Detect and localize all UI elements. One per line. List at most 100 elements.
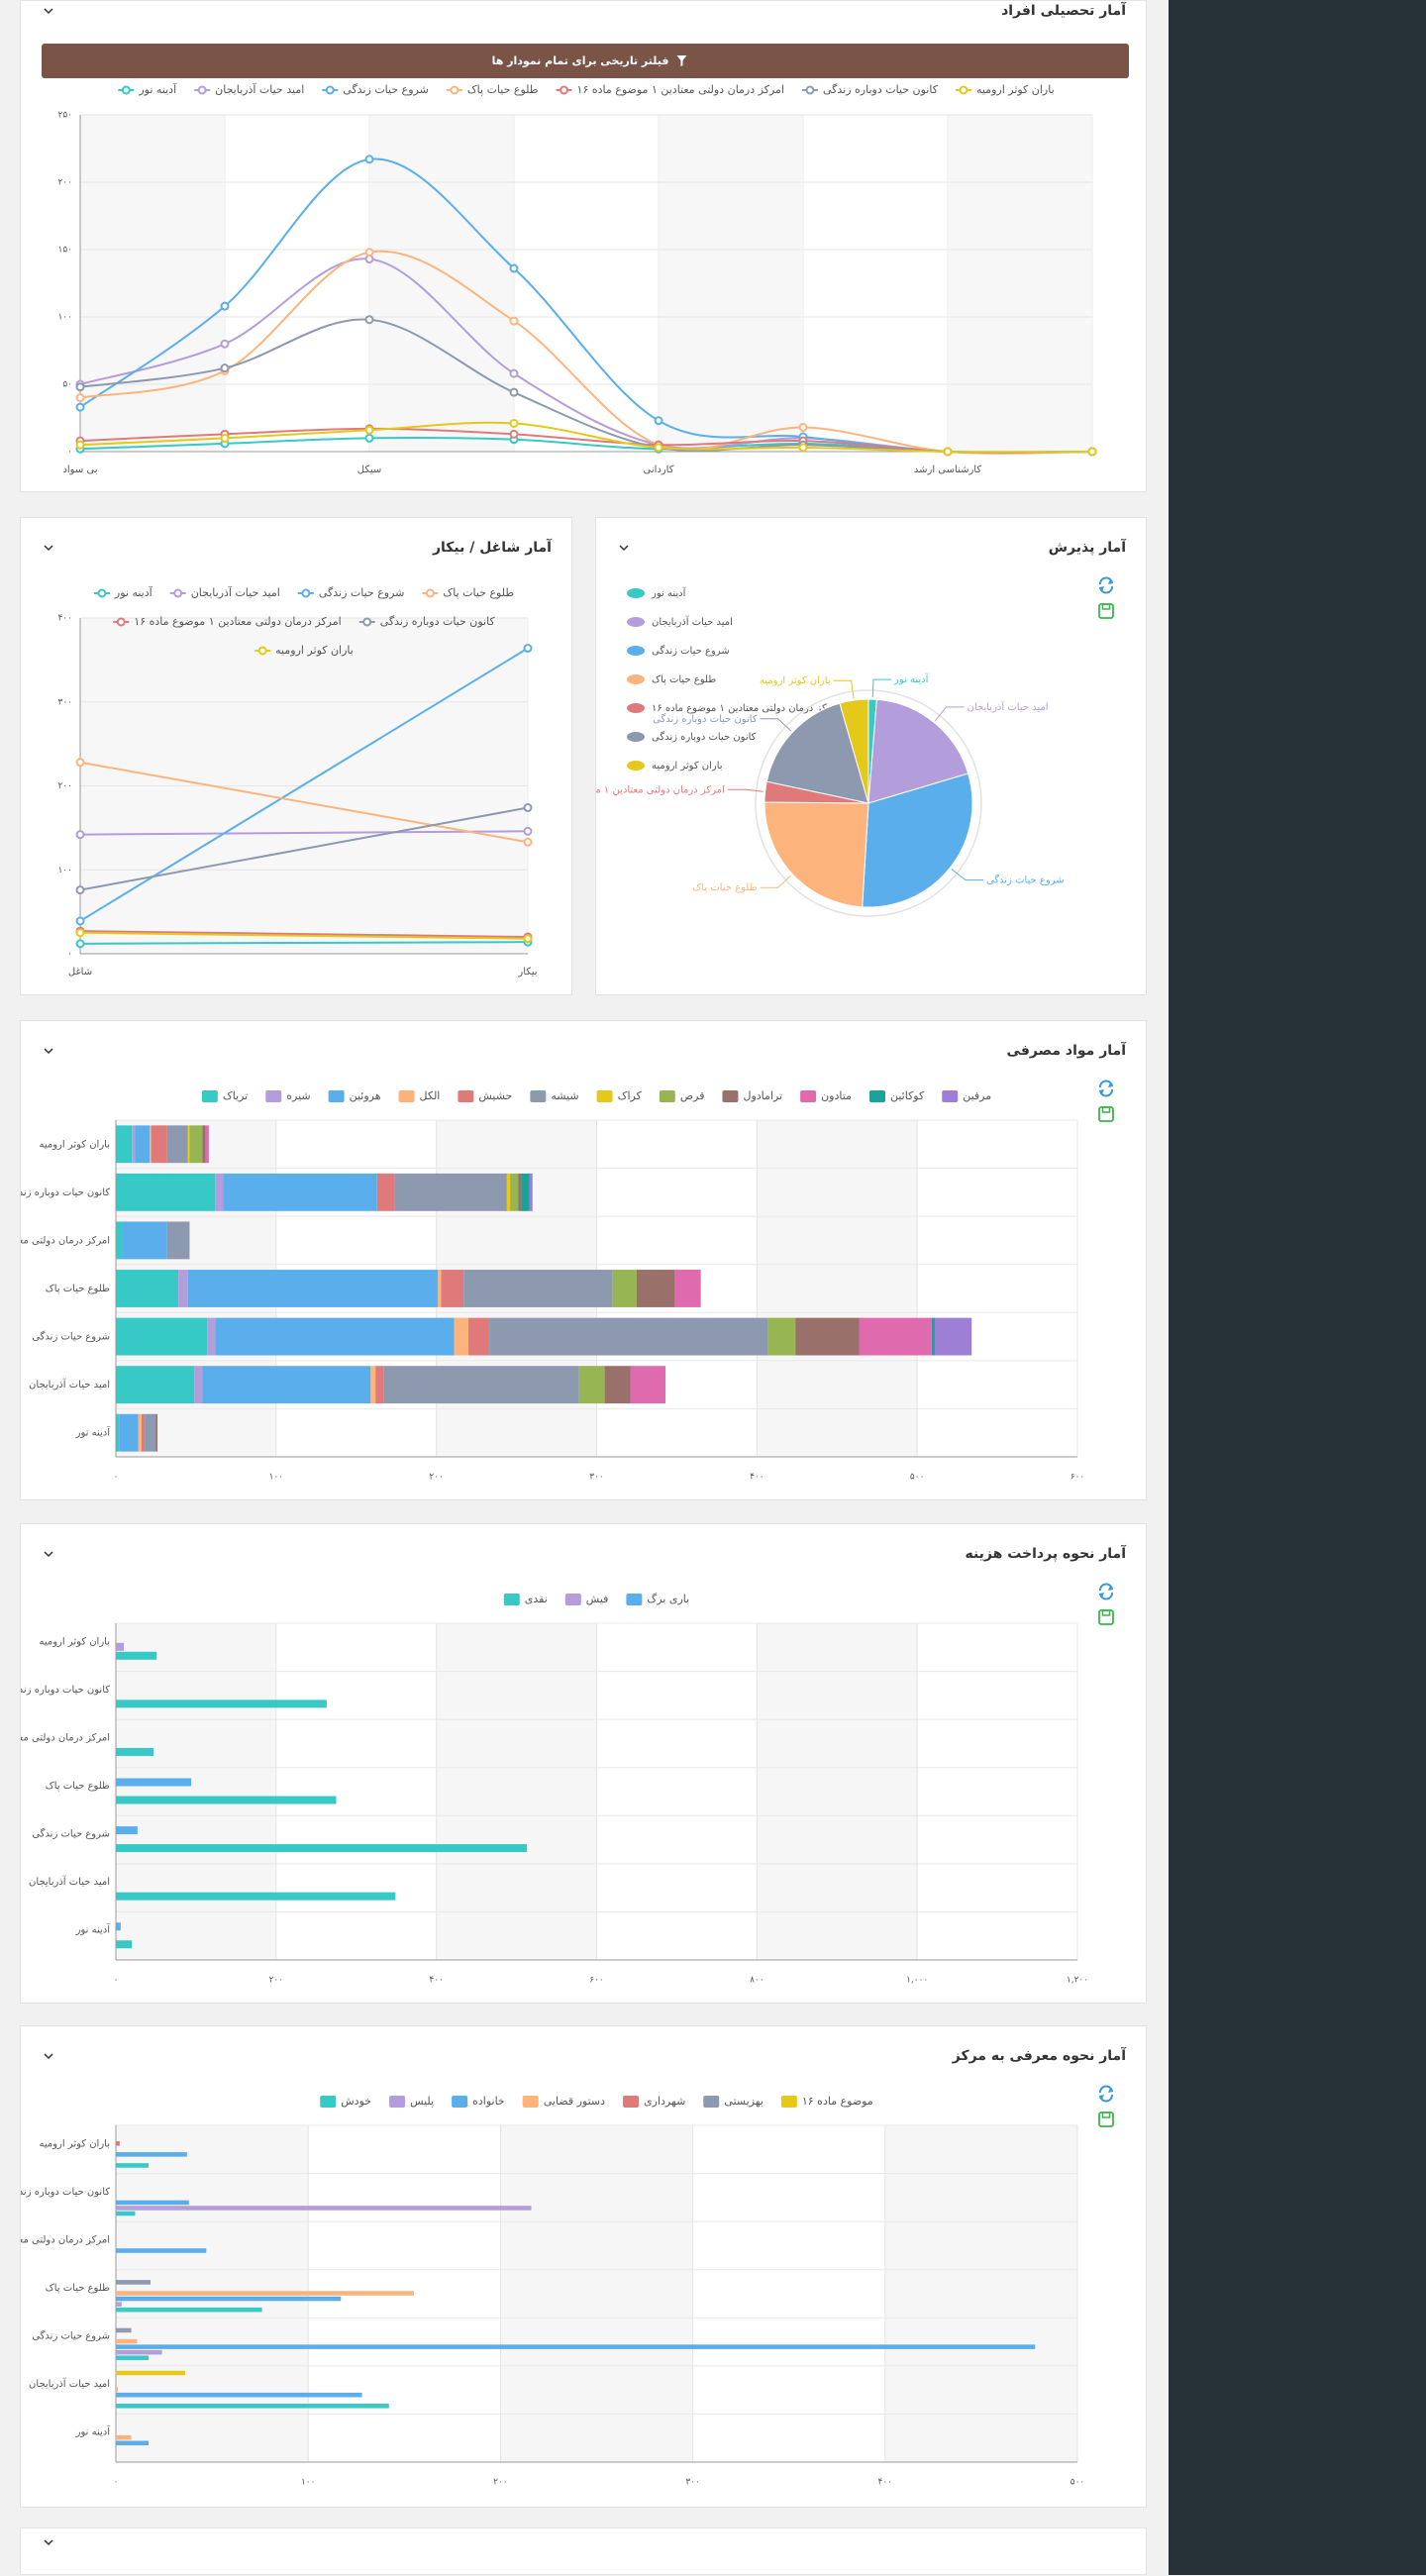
legend-item[interactable]: مرفین	[942, 1089, 991, 1102]
x-tick-label: ۰	[114, 2478, 119, 2488]
legend-item[interactable]: امید حیات آذربایجان	[194, 82, 304, 96]
refresh-button[interactable]	[1099, 1583, 1113, 1600]
legend-icon	[362, 617, 372, 627]
legend-item[interactable]: ترامادول	[722, 1089, 782, 1102]
bar-segment	[116, 1125, 133, 1164]
collapse-toggle[interactable]	[44, 1048, 53, 1055]
legend-item[interactable]: کراک	[596, 1089, 643, 1102]
series-line	[79, 930, 529, 939]
legend-item[interactable]: خانواده	[452, 2095, 505, 2108]
legend-item[interactable]: دستور قضایی	[522, 2095, 605, 2108]
legend-label: باری برگ	[647, 1593, 689, 1605]
legend-item[interactable]: کانون حیات دوباره زندگی	[358, 615, 496, 628]
y-tick-label: ۳۰۰	[57, 697, 72, 707]
collapse-toggle[interactable]	[44, 2053, 53, 2060]
x-tick-label: ۵۰۰	[1070, 2478, 1085, 2488]
legend-item[interactable]: نقدی	[503, 1593, 548, 1605]
legend-item[interactable]: فیش	[564, 1593, 609, 1605]
legend-item[interactable]: امرکز درمان دولتی معتادین ۱ موضوع ماده ۱…	[113, 615, 342, 628]
legend-item[interactable]: شیشه	[530, 1089, 579, 1102]
bar	[116, 2307, 262, 2313]
legend-item[interactable]: آدینه نور	[93, 585, 153, 599]
legend-label[interactable]: شروع حیات زندگی	[652, 645, 730, 657]
data-point	[509, 368, 519, 378]
y-tick-label: ۰	[67, 448, 72, 458]
save-button[interactable]	[1098, 2112, 1114, 2127]
legend-label[interactable]: امرکز درمان دولتی معتادین ۱ موضوع ماده ۱…	[652, 703, 840, 714]
chart-panel: آمار نحوه پرداخت هزینه ۰ ۲۰۰ ۴۰۰ ۶۰۰ ۸۰۰ ۱,۰۰۰…	[20, 1523, 1147, 2004]
pie-label-line	[951, 869, 983, 881]
legend-item[interactable]: شهرداری	[623, 2095, 685, 2108]
data-point	[943, 447, 953, 457]
legend-item[interactable]: باری برگ	[626, 1593, 689, 1605]
bar-segment	[189, 1125, 203, 1164]
save-icon-slot	[1101, 1106, 1111, 1113]
bar	[116, 2140, 120, 2146]
collapse-toggle[interactable]	[44, 8, 53, 15]
collapse-toggle[interactable]	[619, 545, 629, 552]
bar-segment	[630, 1366, 666, 1404]
legend-item[interactable]: بهزیستی	[703, 2095, 764, 2108]
x-tick-label: ۶۰۰	[1070, 1473, 1085, 1483]
legend-item[interactable]: کانون حیات دوباره زندگی	[801, 83, 939, 96]
legend-item[interactable]: شروع حیات زندگی	[297, 586, 405, 599]
legend-item[interactable]: طلوع حیات پاک	[422, 586, 514, 599]
data-point	[509, 316, 519, 326]
data-point	[364, 433, 374, 443]
collapse-toggle[interactable]	[44, 545, 53, 552]
bar-segment	[454, 1317, 469, 1356]
bar-segment	[518, 1173, 522, 1211]
legend-label: دستور قضایی	[544, 2095, 605, 2108]
legend-item[interactable]: حشیش	[458, 1089, 512, 1102]
refresh-button[interactable]	[1099, 1080, 1113, 1097]
legend-item[interactable]: شروع حیات زندگی	[322, 83, 429, 96]
refresh-button[interactable]	[1099, 576, 1113, 594]
legend-item[interactable]: الکل	[398, 1089, 441, 1102]
bar-segment	[674, 1270, 701, 1307]
bar-segment	[934, 1317, 972, 1356]
save-button[interactable]	[1098, 1106, 1114, 1122]
legend-item[interactable]: پلیس	[389, 2095, 434, 2108]
y-tick-label: امید حیات آذربایجان	[29, 2377, 110, 2390]
x-tick-label: بیکار	[517, 967, 537, 978]
legend-icon	[659, 1090, 675, 1102]
pie-label-line	[760, 718, 792, 732]
y-tick-label: کانون حیات دوباره زندگی	[21, 1186, 110, 1198]
legend-item[interactable]: شیره	[265, 1089, 311, 1102]
data-point	[75, 758, 85, 768]
legend-item[interactable]: کوکائین	[868, 1089, 925, 1102]
legend-item[interactable]: امرکز درمان دولتی معتادین ۱ موضوع ماده ۱…	[556, 83, 784, 96]
pie-label: آدینه نور	[893, 672, 930, 685]
legend-label[interactable]: باران کوثر ارومیه	[652, 761, 723, 772]
legend-item[interactable]: باران کوثر ارومیه	[955, 83, 1055, 96]
save-icon	[1098, 1106, 1114, 1122]
chart-panel: آمار پذیرش آدینه نور امید حیات آذربایجان شر…	[595, 517, 1147, 995]
save-button[interactable]	[1098, 603, 1114, 619]
data-point	[364, 315, 374, 325]
collapse-toggle[interactable]	[44, 1551, 53, 1558]
legend-label[interactable]: آدینه نور	[651, 586, 687, 599]
legend-label[interactable]: کانون حیات دوباره زندگی	[652, 731, 757, 743]
legend-item[interactable]: تریاک	[201, 1089, 248, 1102]
y-tick-label: ۴۰۰	[57, 614, 72, 624]
refresh-button[interactable]	[1099, 2085, 1113, 2103]
legend-item[interactable]: خودش	[320, 2095, 371, 2108]
bar-segment	[578, 1366, 605, 1404]
legend-item[interactable]: طلوع حیات پاک	[446, 83, 539, 96]
legend-label[interactable]: طلوع حیات پاک	[652, 674, 716, 685]
filter-button[interactable]	[42, 44, 1129, 78]
legend-item[interactable]: آدینه نور	[118, 82, 177, 96]
legend-item[interactable]: امید حیات آذربایجان	[169, 585, 280, 599]
legend-item[interactable]: قرص	[659, 1089, 705, 1102]
legend-item[interactable]: متادون	[800, 1089, 852, 1102]
legend-item[interactable]: باران کوثر ارومیه	[255, 644, 354, 657]
legend-label: موضوع ماده ۱۶	[802, 2095, 873, 2108]
filter-button-label: فیلتر تاریخی برای تمام نمودار ها	[492, 54, 669, 67]
legend-item[interactable]: هروئین	[328, 1089, 381, 1102]
data-point	[220, 339, 230, 349]
bar	[116, 2349, 162, 2355]
collapse-toggle[interactable]	[44, 2539, 53, 2546]
legend-item[interactable]: موضوع ماده ۱۶	[780, 2095, 873, 2108]
save-button[interactable]	[1098, 1609, 1114, 1625]
legend-label[interactable]: امید حیات آذربایجان	[652, 615, 733, 628]
